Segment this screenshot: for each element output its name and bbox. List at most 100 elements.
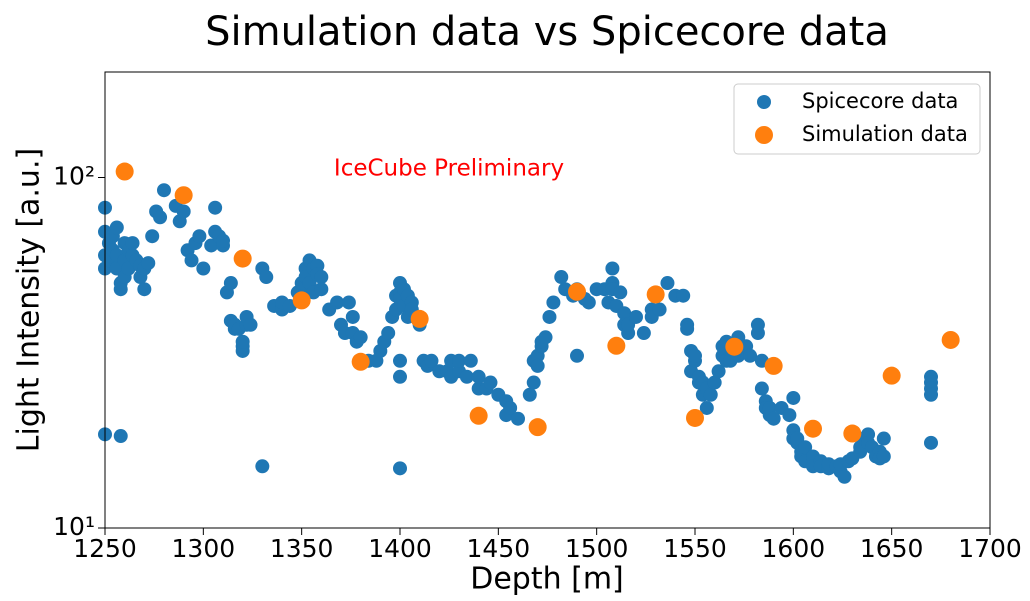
- point: [530, 358, 545, 373]
- point: [109, 220, 124, 235]
- legend-box: [733, 83, 981, 155]
- point: [459, 369, 474, 384]
- point: [208, 200, 223, 215]
- point: [393, 369, 407, 384]
- point: [115, 162, 134, 181]
- point: [145, 229, 160, 244]
- point: [546, 295, 561, 310]
- point: [503, 400, 518, 415]
- point: [924, 435, 938, 450]
- point: [216, 233, 230, 248]
- legend-label: Simulation data: [802, 122, 968, 146]
- point: [526, 375, 541, 390]
- point: [141, 256, 156, 271]
- point: [636, 326, 651, 341]
- x-tick-label: 1700: [958, 534, 1022, 563]
- point: [243, 317, 258, 332]
- point: [882, 366, 901, 385]
- point: [646, 285, 665, 304]
- point: [184, 253, 199, 268]
- point: [924, 387, 938, 402]
- annotation: IceCube Preliminary: [334, 156, 564, 182]
- x-tick-label: 1300: [172, 534, 236, 563]
- point: [876, 449, 891, 464]
- point: [688, 348, 702, 363]
- point: [153, 210, 168, 225]
- point: [511, 411, 525, 426]
- point: [754, 381, 769, 396]
- legend-marker: [757, 95, 771, 109]
- point: [235, 334, 250, 349]
- point: [782, 408, 797, 423]
- point: [353, 330, 368, 345]
- point: [196, 261, 211, 276]
- point: [113, 282, 128, 297]
- point: [786, 390, 801, 405]
- x-tick-label: 1250: [73, 534, 137, 563]
- point: [469, 406, 488, 425]
- x-tick-label: 1600: [762, 534, 826, 563]
- point: [538, 330, 553, 345]
- point: [542, 309, 557, 324]
- x-axis-label: Depth [m]: [470, 562, 624, 597]
- plot-frame: [104, 71, 991, 529]
- point: [393, 353, 407, 368]
- point: [762, 400, 777, 415]
- point: [941, 330, 960, 349]
- x-tick-label: 1500: [565, 534, 629, 563]
- point: [607, 336, 626, 355]
- point: [314, 270, 329, 285]
- point: [629, 309, 643, 324]
- point: [876, 431, 891, 446]
- point: [192, 229, 207, 244]
- point: [568, 282, 586, 301]
- point: [743, 348, 758, 363]
- point: [680, 321, 695, 336]
- point: [330, 295, 345, 310]
- point: [174, 186, 193, 205]
- point: [292, 291, 311, 310]
- point: [605, 261, 620, 276]
- point: [699, 400, 714, 415]
- point: [528, 418, 547, 437]
- point: [483, 375, 498, 390]
- point: [554, 270, 569, 285]
- point: [613, 285, 628, 300]
- point: [843, 424, 862, 443]
- point: [314, 282, 329, 297]
- x-tick-label: 1650: [860, 534, 924, 563]
- point: [707, 375, 722, 390]
- chart-title: Simulation data vs Spicecore data: [205, 9, 889, 55]
- point: [381, 326, 396, 341]
- point: [804, 419, 822, 438]
- x-tick-label: 1400: [368, 534, 432, 563]
- y-tick-label: 10¹: [53, 512, 95, 541]
- point: [617, 306, 632, 321]
- point: [750, 317, 765, 332]
- point: [676, 288, 691, 303]
- point: [410, 309, 429, 328]
- point: [686, 408, 704, 427]
- legend-marker: [755, 126, 773, 144]
- point: [652, 302, 667, 317]
- point: [581, 295, 596, 310]
- point: [125, 236, 140, 251]
- point: [452, 353, 466, 368]
- point: [471, 369, 486, 384]
- point: [798, 440, 813, 455]
- point: [113, 429, 128, 444]
- x-tick-label: 1550: [663, 534, 727, 563]
- point: [424, 353, 439, 368]
- y-axis-label: Light Intensity [a.u.]: [12, 148, 47, 452]
- point: [255, 459, 270, 474]
- point: [570, 348, 584, 363]
- point: [137, 282, 152, 297]
- point: [157, 183, 171, 198]
- point: [764, 356, 783, 375]
- point: [223, 276, 238, 291]
- point: [204, 238, 219, 253]
- point: [725, 337, 744, 356]
- x-tick-label: 1450: [467, 534, 531, 563]
